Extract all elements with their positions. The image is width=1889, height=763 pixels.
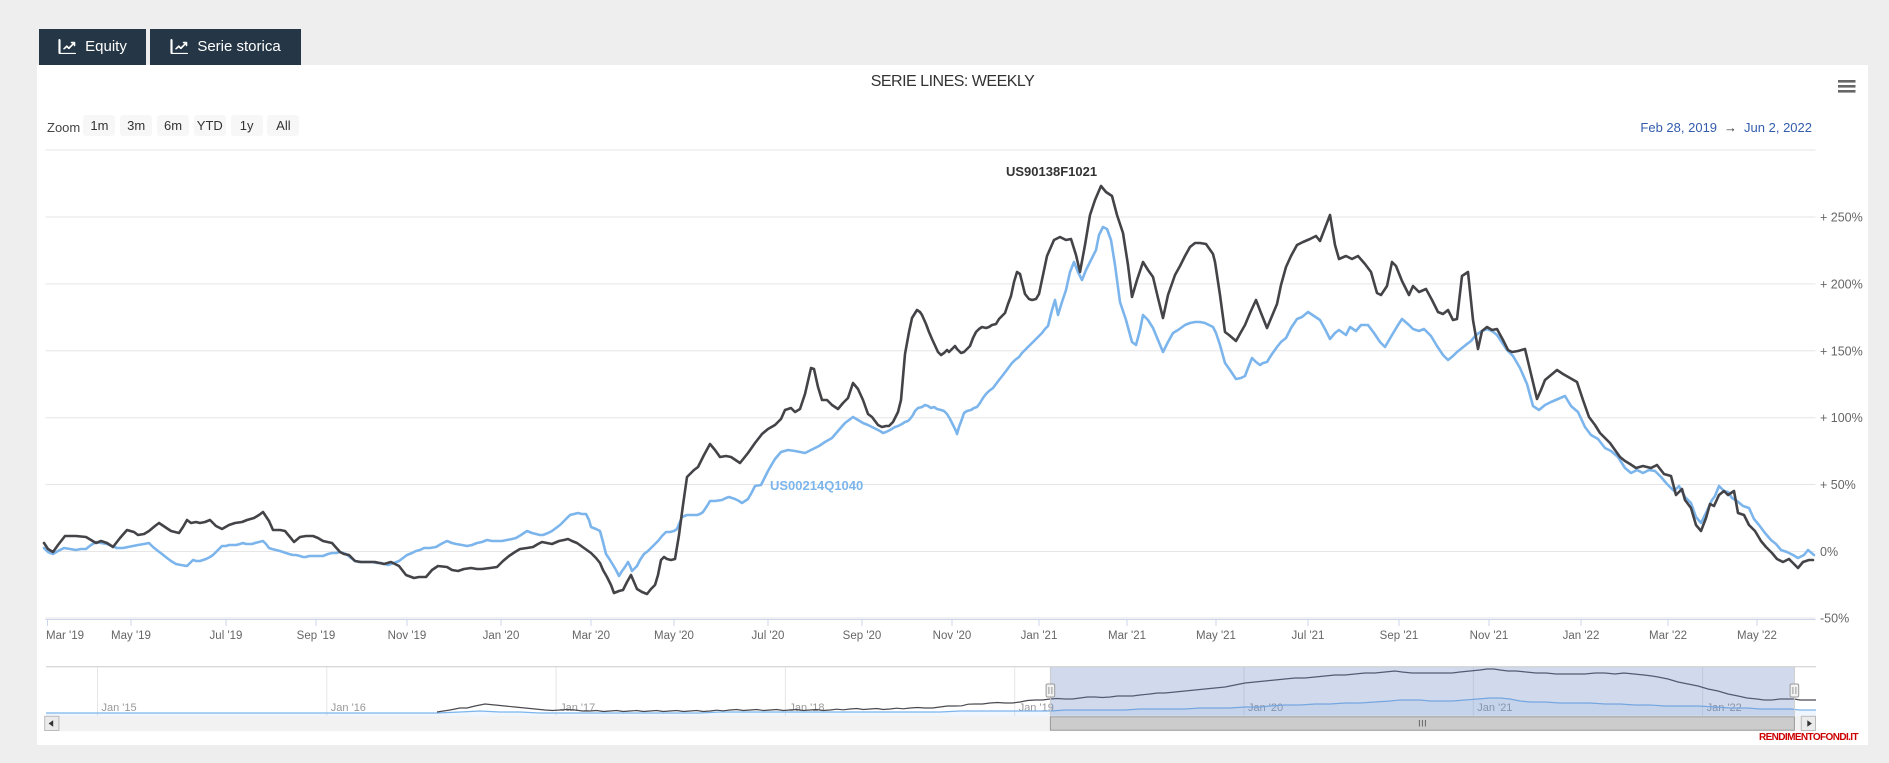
- svg-text:Mar '22: Mar '22: [1649, 630, 1687, 642]
- svg-text:+ 150%: + 150%: [1820, 344, 1863, 358]
- svg-text:Jan '20: Jan '20: [483, 630, 520, 642]
- svg-text:Jan '21: Jan '21: [1477, 702, 1512, 714]
- svg-text:Mar '20: Mar '20: [572, 630, 610, 642]
- svg-text:Jan '21: Jan '21: [1021, 630, 1058, 642]
- svg-text:Mar '21: Mar '21: [1108, 630, 1146, 642]
- svg-text:Jul '21: Jul '21: [1292, 630, 1325, 642]
- svg-text:Jan '16: Jan '16: [331, 702, 366, 714]
- svg-text:Nov '19: Nov '19: [388, 630, 427, 642]
- svg-text:+ 100%: + 100%: [1820, 411, 1863, 425]
- svg-text:Sep '19: Sep '19: [297, 630, 336, 642]
- svg-text:Nov '21: Nov '21: [1470, 630, 1509, 642]
- svg-text:May '20: May '20: [654, 630, 694, 642]
- svg-text:Sep '20: Sep '20: [843, 630, 882, 642]
- svg-text:Mar '19: Mar '19: [46, 630, 84, 642]
- svg-text:0%: 0%: [1820, 545, 1838, 559]
- svg-text:US00214Q1040: US00214Q1040: [770, 478, 863, 493]
- svg-text:Jul '19: Jul '19: [210, 630, 243, 642]
- svg-text:Sep '21: Sep '21: [1380, 630, 1419, 642]
- svg-text:May '22: May '22: [1737, 630, 1777, 642]
- svg-text:May '19: May '19: [111, 630, 151, 642]
- svg-text:Jul '20: Jul '20: [752, 630, 785, 642]
- svg-text:Jan '22: Jan '22: [1563, 630, 1600, 642]
- svg-text:Jan '17: Jan '17: [560, 702, 595, 714]
- svg-text:+ 250%: + 250%: [1820, 211, 1863, 225]
- svg-text:May '21: May '21: [1196, 630, 1236, 642]
- svg-text:Jan '20: Jan '20: [1248, 702, 1283, 714]
- svg-text:+ 50%: + 50%: [1820, 478, 1856, 492]
- svg-text:Jan '15: Jan '15: [102, 702, 137, 714]
- svg-text:+ 200%: + 200%: [1820, 277, 1863, 291]
- svg-text:Nov '20: Nov '20: [933, 630, 972, 642]
- svg-text:Jan '18: Jan '18: [789, 702, 824, 714]
- svg-text:-50%: -50%: [1820, 612, 1849, 626]
- svg-text:US90138F1021: US90138F1021: [1006, 164, 1097, 179]
